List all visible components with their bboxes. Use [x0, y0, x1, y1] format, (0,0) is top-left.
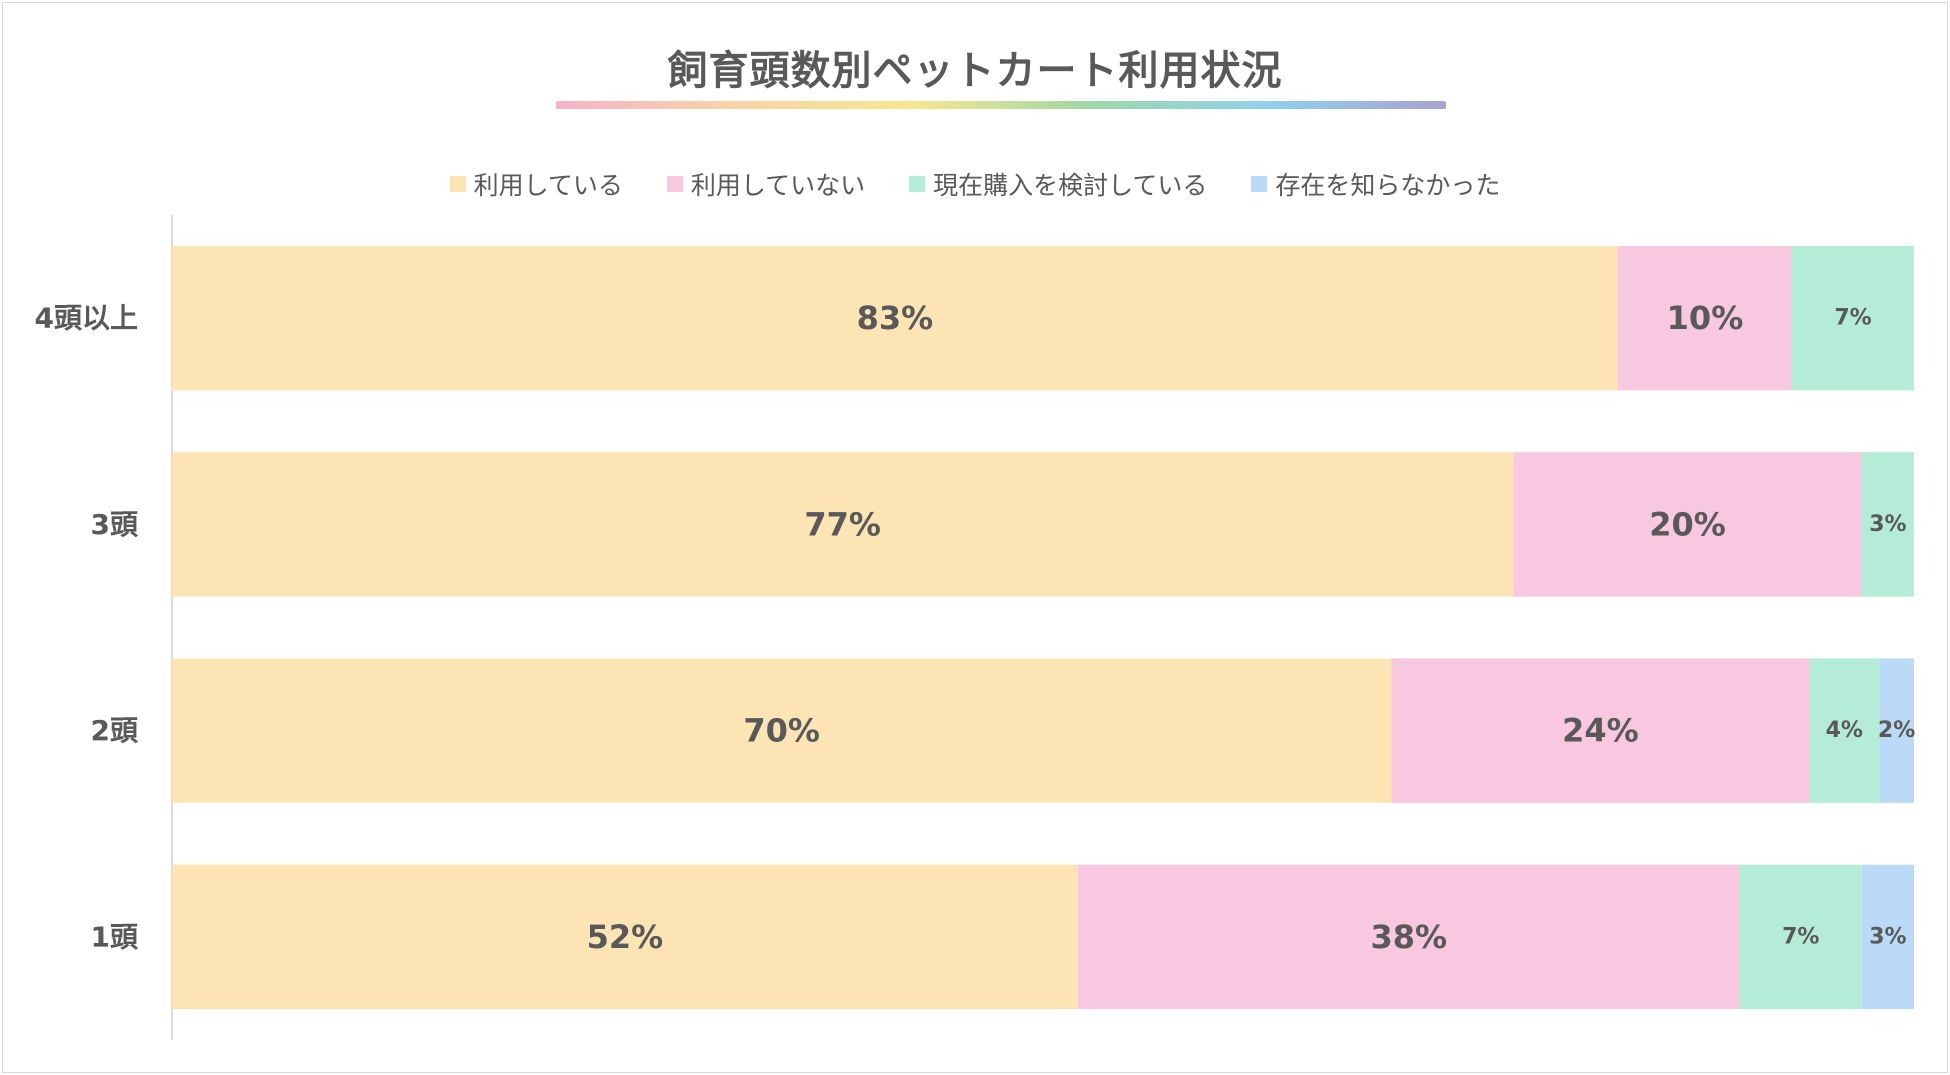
category-label: 2頭	[91, 714, 139, 747]
legend-item-unaware: 存在を知らなかった	[1251, 166, 1500, 202]
chart-title: 飼育頭数別ペットカート利用状況	[667, 48, 1283, 94]
data-label: 4%	[1826, 718, 1863, 743]
data-label: 7%	[1782, 924, 1819, 949]
bar-segment	[1861, 452, 1914, 597]
data-label: 3%	[1869, 924, 1906, 949]
data-label: 83%	[857, 299, 934, 337]
legend-item-considering: 現在購入を検討している	[909, 166, 1207, 202]
bar-segment	[1809, 658, 1880, 803]
data-label: 38%	[1371, 918, 1448, 956]
legend-swatch-unaware	[1251, 176, 1268, 192]
bar-segment	[172, 658, 1392, 803]
legend-label-using: 利用している	[473, 171, 623, 200]
data-label: 7%	[1834, 306, 1871, 331]
bar-segment	[1739, 864, 1862, 1010]
legend-label-considering: 現在購入を検討している	[933, 171, 1208, 200]
legend-swatch-considering	[909, 176, 926, 192]
legend-swatch-using	[449, 176, 466, 192]
legend-swatch-not-using	[666, 176, 683, 192]
chart-legend: 利用している 利用していない 現在購入を検討している 存在を知らなかった	[0, 166, 1950, 202]
data-label: 20%	[1649, 505, 1726, 543]
bar-segment	[1077, 864, 1740, 1010]
category-label: 3頭	[91, 508, 139, 541]
data-label: 70%	[743, 712, 820, 750]
legend-item-using: 利用している	[449, 166, 623, 202]
bar-segment	[172, 452, 1514, 597]
data-label: 2%	[1878, 718, 1915, 743]
bar-segment	[172, 864, 1078, 1010]
category-label: 1頭	[91, 920, 139, 953]
category-label: 4頭以上	[35, 302, 138, 335]
legend-label-not-using: 利用していない	[690, 171, 866, 200]
bar-segment	[1617, 245, 1793, 391]
data-label: 3%	[1869, 512, 1906, 537]
data-label: 77%	[804, 505, 881, 543]
data-label: 10%	[1667, 299, 1744, 337]
bar-segment	[1861, 864, 1914, 1010]
bar-segment	[1391, 658, 1810, 803]
bar-segment	[1513, 452, 1862, 597]
data-label: 52%	[587, 918, 664, 956]
legend-item-not-using: 利用していない	[666, 166, 866, 202]
bar-segment	[1879, 658, 1914, 803]
bar-segment	[1792, 245, 1914, 391]
data-label: 24%	[1562, 712, 1639, 750]
legend-label-unaware: 存在を知らなかった	[1275, 171, 1501, 200]
title-gradient-underline	[556, 101, 1446, 109]
bar-segment	[172, 245, 1618, 391]
